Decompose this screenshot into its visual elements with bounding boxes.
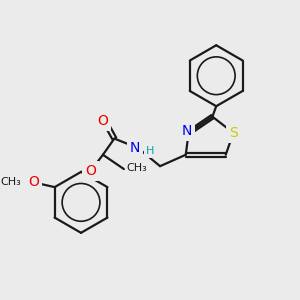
- Text: O: O: [98, 114, 108, 128]
- Text: CH₃: CH₃: [127, 163, 148, 173]
- Text: N: N: [130, 141, 140, 155]
- Text: H: H: [146, 146, 154, 156]
- Text: S: S: [229, 126, 238, 140]
- Text: O: O: [28, 176, 39, 189]
- Text: N: N: [182, 124, 192, 138]
- Text: CH₃: CH₃: [1, 177, 21, 188]
- Text: O: O: [85, 164, 96, 178]
